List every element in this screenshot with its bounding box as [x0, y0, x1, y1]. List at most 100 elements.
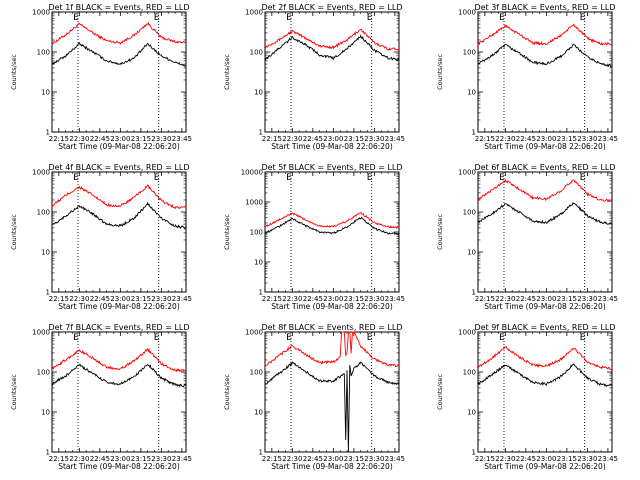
chart-title: Det 5f BLACK = Events, RED = LLD — [261, 163, 402, 172]
event-marker-label: E — [154, 173, 160, 183]
x-tick-label: 23:15 — [557, 295, 577, 303]
series-line-black — [264, 361, 400, 453]
x-tick-label: 22:15 — [262, 455, 282, 463]
y-tick-label: 1 — [472, 289, 476, 297]
y-tick-label: 10 — [254, 409, 263, 417]
x-tick-label: 23:15 — [131, 135, 151, 143]
x-tick-label: 23:00 — [536, 135, 556, 143]
x-tick-label: 23:15 — [557, 135, 577, 143]
x-tick-label: 23:00 — [536, 295, 556, 303]
panel-5: Det 5f BLACK = Events, RED = LLD Counts/s… — [223, 163, 405, 311]
x-axis-label: Start Time (09-Mar-08 22:06:20) — [58, 142, 180, 151]
panel-6: Det 6f BLACK = Events, RED = LLD Counts/s… — [436, 163, 618, 311]
y-tick-label: 1000 — [245, 9, 263, 17]
plot-frame — [51, 171, 187, 293]
chart-title: Det 7f BLACK = Events, RED = LLD — [48, 323, 189, 332]
x-tick-label: 23:00 — [110, 455, 130, 463]
chart-title: Det 9f BLACK = Events, RED = LLD — [474, 323, 615, 332]
event-marker-label: E — [499, 333, 505, 343]
x-tick-label: 23:15 — [557, 455, 577, 463]
event-marker-label: E — [580, 173, 586, 183]
x-tick-label: 23:45 — [385, 295, 405, 303]
series-line-black — [264, 216, 400, 236]
plot-frame — [51, 331, 187, 453]
event-marker-label: E — [286, 333, 292, 343]
x-tick-label: 22:15 — [475, 295, 495, 303]
x-tick-label: 22:15 — [49, 135, 69, 143]
x-tick-label: 22:15 — [262, 295, 282, 303]
series-line-red — [264, 28, 400, 51]
series-line-red — [51, 21, 187, 46]
x-tick-label: 23:00 — [110, 295, 130, 303]
y-tick-label: 10 — [254, 89, 263, 97]
y-tick-label: 1000 — [245, 199, 263, 207]
y-tick-label: 1 — [259, 449, 263, 457]
series-line-black — [477, 43, 613, 68]
event-marker-label: E — [580, 13, 586, 23]
x-tick-label: 22:45 — [303, 295, 323, 303]
y-tick-label: 1 — [472, 449, 476, 457]
plot-frame — [477, 171, 613, 293]
series-line-black — [264, 34, 400, 61]
chart-title: Det 6f BLACK = Events, RED = LLD — [474, 163, 615, 172]
y-tick-label: 1000 — [458, 169, 476, 177]
y-tick-label: 1 — [46, 129, 50, 137]
series-line-black — [477, 202, 613, 225]
event-marker-label: E — [286, 13, 292, 23]
event-marker-label: E — [154, 13, 160, 23]
series-line-red — [51, 184, 187, 210]
x-tick-label: 23:45 — [598, 135, 618, 143]
y-tick-label: 100 — [250, 369, 263, 377]
plot-frame — [264, 331, 400, 453]
panel-2: Det 2f BLACK = Events, RED = LLD Counts/s… — [223, 3, 405, 151]
x-tick-label: 23:00 — [536, 455, 556, 463]
x-tick-label: 23:30 — [364, 455, 384, 463]
x-tick-label: 22:45 — [303, 455, 323, 463]
x-tick-label: 23:00 — [323, 135, 343, 143]
y-tick-label: 1 — [259, 289, 263, 297]
x-tick-label: 22:45 — [303, 135, 323, 143]
x-tick-label: 23:30 — [151, 135, 171, 143]
x-axis-label: Start Time (09-Mar-08 22:06:20) — [271, 302, 393, 311]
x-axis-label: Start Time (09-Mar-08 22:06:20) — [58, 302, 180, 311]
x-axis-label: Start Time (09-Mar-08 22:06:20) — [484, 302, 606, 311]
y-tick-label: 1 — [46, 449, 50, 457]
plot-frame — [477, 11, 613, 133]
series-line-red — [477, 178, 613, 203]
y-tick-label: 1000 — [458, 9, 476, 17]
series-line-red — [264, 331, 400, 368]
x-tick-label: 22:30 — [495, 135, 515, 143]
chart-title: Det 1f BLACK = Events, RED = LLD — [48, 3, 189, 12]
x-tick-label: 22:30 — [69, 295, 89, 303]
panel-1: Det 1f BLACK = Events, RED = LLD Counts/s… — [10, 3, 192, 151]
x-tick-label: 22:30 — [69, 455, 89, 463]
plot-frame — [477, 331, 613, 453]
event-marker-label: E — [73, 173, 79, 183]
x-tick-label: 22:30 — [282, 135, 302, 143]
y-axis-label: Counts/sec — [223, 214, 231, 250]
x-tick-label: 22:15 — [49, 295, 69, 303]
y-tick-label: 10000 — [241, 169, 263, 177]
series-line-red — [477, 23, 613, 46]
y-tick-label: 10 — [41, 409, 50, 417]
y-tick-label: 10 — [254, 259, 263, 267]
x-tick-label: 22:15 — [475, 135, 495, 143]
x-tick-label: 22:30 — [69, 135, 89, 143]
x-tick-label: 23:00 — [323, 455, 343, 463]
y-tick-label: 100 — [463, 369, 476, 377]
panel-9: Det 9f BLACK = Events, RED = LLD Counts/s… — [436, 323, 618, 471]
event-marker-label: E — [73, 13, 79, 23]
x-tick-label: 22:45 — [90, 455, 110, 463]
y-tick-label: 100 — [463, 49, 476, 57]
y-tick-label: 10 — [467, 249, 476, 257]
chart-title: Det 2f BLACK = Events, RED = LLD — [261, 3, 402, 12]
y-axis-label: Counts/sec — [223, 374, 231, 410]
event-marker-label: E — [580, 333, 586, 343]
series-line-black — [51, 363, 187, 388]
event-marker-label: E — [499, 173, 505, 183]
y-tick-label: 100 — [37, 49, 50, 57]
x-axis-label: Start Time (09-Mar-08 22:06:20) — [271, 462, 393, 471]
y-axis-label: Counts/sec — [10, 214, 18, 250]
x-tick-label: 23:15 — [344, 295, 364, 303]
y-tick-label: 1000 — [245, 329, 263, 337]
